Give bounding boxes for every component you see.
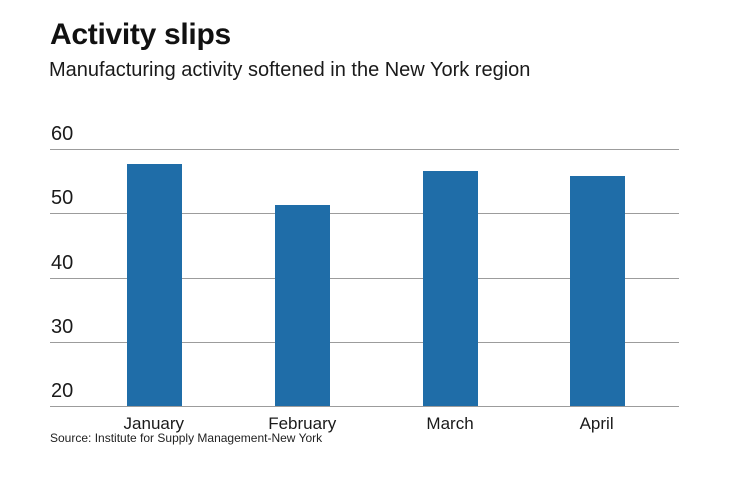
gridline-50	[50, 213, 679, 215]
x-axis-label-march: March	[426, 414, 474, 433]
bar-april	[569, 175, 625, 406]
y-axis-tick-30: 30	[51, 315, 74, 338]
source-note: Source: Institute for Supply Management-…	[50, 431, 323, 445]
y-axis-tick-20: 20	[51, 380, 74, 402]
gridline-60	[50, 149, 679, 150]
x-axis-label-january: January	[123, 414, 185, 433]
bar-march	[423, 171, 479, 406]
y-axis-tick-60: 60	[51, 123, 74, 145]
plot-area: 20 30 40 50 60 January February March April	[50, 124, 679, 432]
y-axis-tick-50: 50	[51, 187, 74, 210]
chart-title: Activity slips	[50, 18, 231, 51]
x-axis-label-april: April	[579, 414, 614, 433]
gridline-30	[50, 341, 679, 343]
y-axis-tick-40: 40	[51, 251, 74, 274]
bar-january	[126, 163, 182, 406]
gridline-20	[50, 406, 679, 407]
x-axis-label-february: February	[268, 414, 337, 433]
gridline-40	[50, 277, 679, 279]
bar-february	[275, 204, 331, 406]
chart-subtitle: Manufacturing activity softened in the N…	[49, 59, 531, 81]
